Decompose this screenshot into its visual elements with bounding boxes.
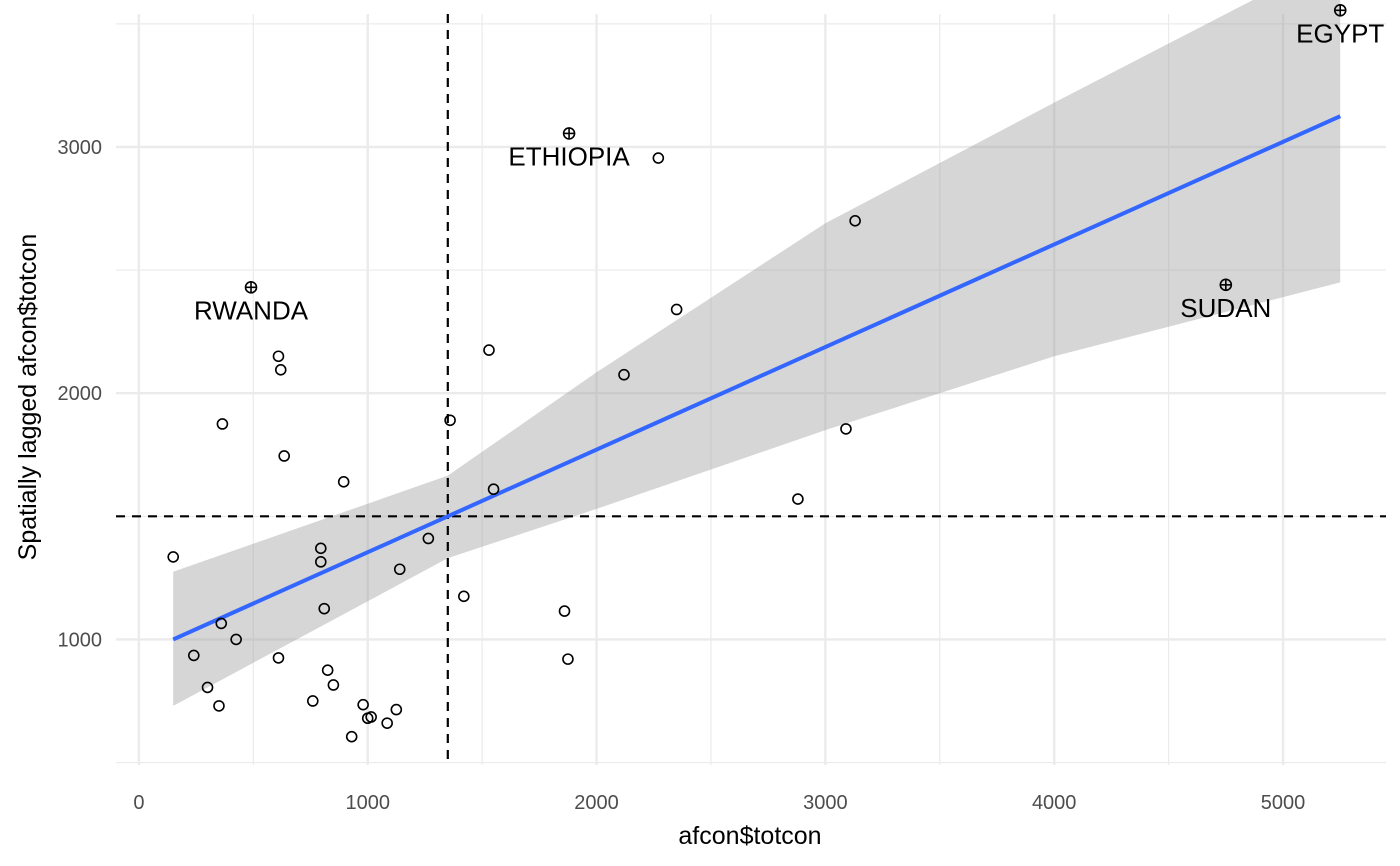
data-point [792, 493, 804, 505]
highlighted-points: RWANDA ETHIOPIA SUDAN EGYPT [194, 4, 1384, 325]
data-point [562, 653, 574, 665]
data-point [840, 423, 852, 435]
data-point [558, 605, 571, 617]
data-point [670, 303, 683, 316]
data-point [216, 418, 229, 430]
x-tick-label: 2000 [574, 792, 619, 814]
y-tick-label: 2000 [58, 383, 103, 405]
fit-line-layer [172, 114, 1342, 642]
x-tick-label: 5000 [1261, 792, 1306, 814]
data-point [272, 350, 285, 363]
data-point [188, 649, 200, 662]
influential-point-marker [1333, 4, 1347, 17]
data-point [274, 364, 287, 376]
confidence-band-layer [173, 0, 1341, 706]
point-label: EGYPT [1296, 18, 1384, 48]
data-point [201, 681, 214, 694]
data-point [278, 450, 290, 462]
x-tick-label: 3000 [803, 792, 848, 814]
data-point [483, 344, 495, 356]
x-tick-label: 4000 [1032, 792, 1077, 814]
y-tick-label: 3000 [58, 137, 103, 159]
data-point [618, 368, 630, 381]
data-point [215, 617, 228, 630]
influential-point-marker [244, 281, 258, 294]
influential-point-marker [562, 127, 576, 140]
confidence-band [173, 0, 1341, 706]
x-axis-tick-labels: 0 1000 2000 3000 4000 5000 [133, 792, 1305, 814]
y-axis-tick-labels: 1000 2000 3000 [58, 137, 103, 651]
point-label: SUDAN [1180, 293, 1271, 323]
data-points [167, 152, 861, 743]
data-point [390, 703, 403, 716]
data-point [321, 664, 334, 677]
major-gridlines [116, 14, 1386, 765]
data-point [393, 563, 406, 576]
y-axis-title: Spatially lagged afcon$totcon [14, 234, 42, 561]
x-tick-label: 1000 [345, 792, 390, 814]
data-point [444, 414, 456, 427]
data-point [318, 602, 331, 615]
point-label: ETHIOPIA [508, 141, 630, 171]
influential-point-marker [1219, 278, 1233, 292]
data-point [381, 717, 393, 729]
data-point [213, 700, 225, 712]
data-point [345, 730, 358, 743]
data-point [167, 551, 180, 563]
data-point [652, 152, 665, 164]
y-tick-label: 1000 [58, 629, 103, 651]
x-axis-title: afcon$totcon [678, 822, 821, 850]
data-point [849, 215, 861, 227]
data-point [315, 556, 327, 568]
data-point [327, 679, 340, 691]
data-point [230, 633, 242, 646]
data-point [337, 476, 350, 488]
data-point [487, 483, 500, 496]
data-point [357, 698, 369, 711]
regression-line [172, 114, 1342, 642]
data-point [306, 695, 319, 707]
data-point [422, 532, 435, 545]
point-label: RWANDA [194, 295, 309, 325]
x-tick-label: 0 [133, 792, 144, 814]
data-point [365, 711, 377, 723]
reference-lines [116, 14, 1386, 765]
data-point [272, 652, 285, 664]
data-point [315, 542, 327, 555]
data-point [458, 590, 470, 603]
